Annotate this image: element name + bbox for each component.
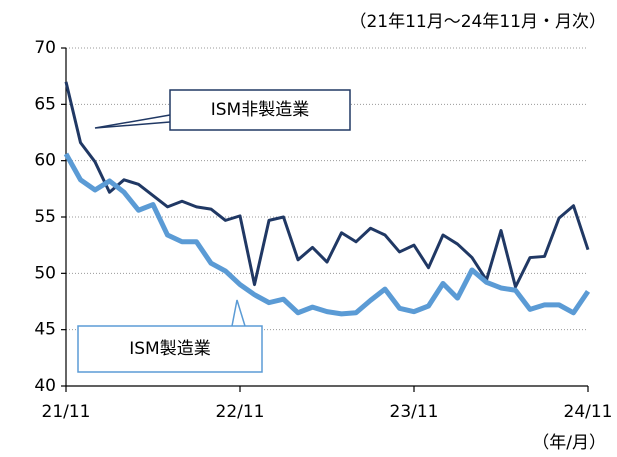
x-unit: （年/月） xyxy=(532,433,606,453)
y-tick-label: 45 xyxy=(34,320,56,340)
x-tick-label: 22/11 xyxy=(216,402,265,422)
legend-label: ISM非製造業 xyxy=(211,100,309,120)
y-tick-label: 65 xyxy=(34,94,56,114)
x-tick-label: 24/11 xyxy=(564,402,613,422)
subtitle: （21年11月～24年11月・月次） xyxy=(349,12,606,32)
legend-label: ISM製造業 xyxy=(129,339,210,359)
legend-box xyxy=(77,325,263,373)
y-tick-label: 70 xyxy=(34,38,56,58)
y-tick-label: 55 xyxy=(34,207,56,227)
y-tick-label: 50 xyxy=(34,263,56,283)
x-tick-label: 23/11 xyxy=(390,402,439,422)
x-tick-label: 21/11 xyxy=(42,402,91,422)
callout-pointer xyxy=(231,299,246,327)
legend-box xyxy=(169,89,351,131)
series-line xyxy=(63,152,591,317)
y-tick-label: 40 xyxy=(34,376,56,396)
series-line xyxy=(64,81,590,289)
callout-pointer xyxy=(94,114,171,129)
y-tick-label: 60 xyxy=(34,151,56,171)
